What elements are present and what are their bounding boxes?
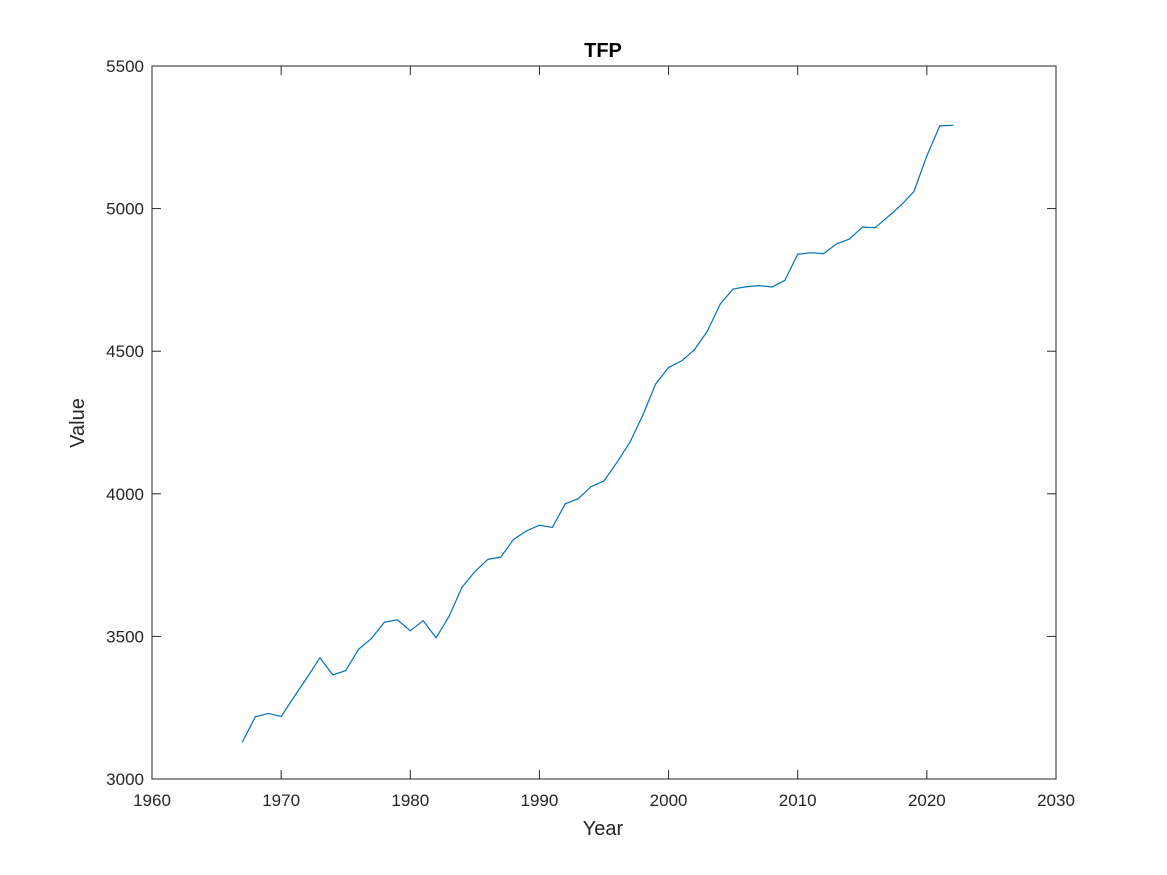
data-point: [693, 349, 696, 351]
data-point: [939, 125, 941, 127]
data-point: [319, 657, 321, 659]
data-point: [448, 615, 450, 618]
x-tick-label: 2020: [908, 791, 946, 810]
data-point: [435, 637, 437, 639]
data-point: [900, 204, 902, 206]
data-point: [719, 303, 721, 305]
plot-area: 1960 1970 1980 1990 2000 2010 2020 2030 3000 3500…: [106, 57, 1075, 810]
y-tick-label: 4000: [106, 485, 144, 504]
data-point: [590, 486, 592, 488]
data-point: [409, 630, 411, 632]
data-point: [616, 461, 618, 464]
data-point: [241, 741, 243, 743]
x-tick-label: 1980: [391, 791, 429, 810]
data-point: [861, 226, 863, 228]
data-point: [254, 716, 256, 718]
y-tick-label: 4500: [106, 342, 144, 361]
data-point: [538, 524, 541, 526]
data-point: [629, 441, 631, 444]
x-tick-label: 1970: [262, 791, 300, 810]
data-point: [383, 621, 386, 623]
data-point: [513, 538, 515, 541]
data-point: [745, 286, 747, 288]
data-point: [926, 155, 928, 157]
data-point: [784, 279, 786, 282]
data-point: [280, 715, 282, 718]
axes-box: [151, 65, 1057, 780]
y-tick-label: 3500: [106, 627, 144, 646]
data-point: [797, 253, 799, 255]
data-point: [680, 360, 683, 362]
data-point: [500, 556, 502, 558]
data-point: [835, 243, 838, 245]
data-point: [358, 648, 360, 650]
data-point: [732, 288, 734, 290]
data-point: [487, 558, 489, 560]
y-tick-label: 5500: [106, 57, 144, 76]
data-point: [461, 586, 463, 588]
data-point: [474, 571, 476, 573]
data-point: [293, 696, 295, 698]
x-tick-label: 2010: [779, 791, 817, 810]
x-tick-label: 2030: [1037, 791, 1075, 810]
data-point: [345, 670, 347, 672]
data-point: [848, 238, 850, 240]
data-point: [667, 366, 670, 369]
x-axis-label: Year: [583, 818, 624, 840]
data-point: [525, 530, 528, 532]
data-point: [370, 637, 373, 639]
y-tick-label: 5000: [106, 200, 144, 219]
series-line: [241, 124, 953, 743]
chart-title: TFP: [584, 40, 622, 62]
data-point: [564, 503, 566, 505]
data-point: [396, 619, 398, 621]
data-point: [771, 286, 773, 288]
data-point: [887, 215, 889, 218]
data-point: [603, 480, 605, 482]
data-point: [332, 674, 334, 676]
data-point: [810, 252, 812, 254]
data-point: [422, 620, 424, 622]
data-point: [874, 227, 876, 229]
data-point: [822, 253, 825, 255]
data-point: [551, 526, 553, 529]
data-point: [577, 498, 579, 500]
x-tick-label: 1990: [521, 791, 559, 810]
data-point: [642, 414, 644, 416]
data-point: [758, 285, 760, 287]
data-point: [655, 383, 657, 385]
x-tick-label: 1960: [133, 791, 171, 810]
y-axis-label: Value: [67, 398, 89, 448]
data-point: [952, 124, 954, 126]
data-point: [306, 677, 308, 679]
data-point: [706, 330, 708, 332]
data-point: [267, 712, 269, 715]
x-tick-label: 2000: [650, 791, 688, 810]
data-point: [913, 190, 915, 193]
y-tick-label: 3000: [106, 770, 144, 789]
